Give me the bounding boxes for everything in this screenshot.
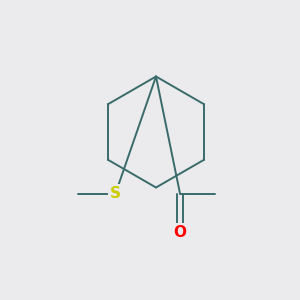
Text: S: S bbox=[110, 186, 121, 201]
Text: O: O bbox=[173, 225, 187, 240]
